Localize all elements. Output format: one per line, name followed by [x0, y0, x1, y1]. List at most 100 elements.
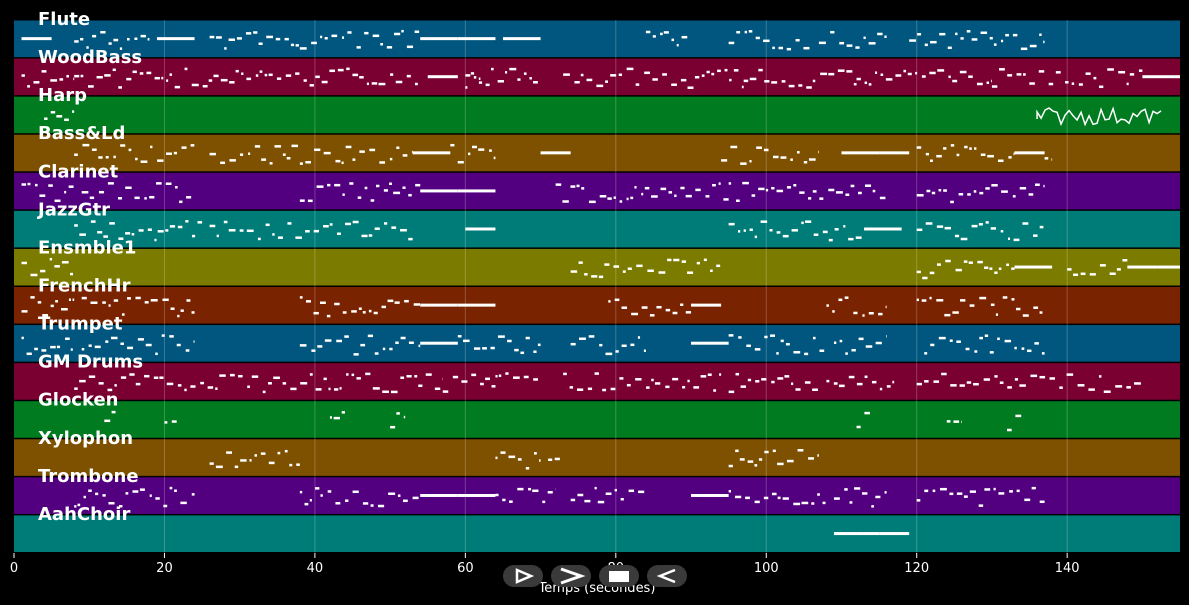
- note-block: [619, 200, 623, 203]
- note-block: [776, 231, 781, 234]
- note-block: [728, 464, 733, 468]
- note-block: [710, 269, 713, 273]
- play-button[interactable]: [503, 565, 543, 587]
- note-block: [1028, 193, 1034, 196]
- note-block: [514, 348, 519, 352]
- note-block: [49, 257, 53, 261]
- note-block: [594, 486, 597, 490]
- note-block: [1039, 311, 1043, 314]
- note-block: [41, 349, 47, 352]
- note-block: [339, 387, 342, 390]
- note-block: [299, 490, 303, 494]
- note-block: [643, 349, 646, 352]
- note-block: [838, 384, 845, 388]
- track-label: Flute: [38, 9, 90, 30]
- note-block: [621, 306, 628, 309]
- note-block: [554, 457, 560, 461]
- note-block: [925, 222, 933, 225]
- note-block: [505, 372, 509, 375]
- note-block: [956, 153, 960, 157]
- note-block: [331, 34, 338, 38]
- note-block: [262, 390, 266, 394]
- note-block: [936, 225, 944, 228]
- note-block: [333, 416, 340, 420]
- note-block: [941, 372, 947, 376]
- note-block: [309, 373, 313, 376]
- note-block: [414, 375, 418, 378]
- note-block: [668, 191, 673, 194]
- note-block: [400, 336, 406, 340]
- note-block: [371, 82, 378, 85]
- note-block: [145, 343, 152, 347]
- note-block: [960, 299, 966, 302]
- note-block: [66, 75, 69, 78]
- note-block: [132, 490, 139, 493]
- note-block: [924, 43, 928, 47]
- note-block: [795, 388, 801, 391]
- note-block: [991, 79, 992, 83]
- note-block: [884, 491, 887, 494]
- note-block: [127, 346, 134, 350]
- note-block: [113, 299, 119, 302]
- note-block: [258, 42, 263, 45]
- note-block: [760, 220, 768, 223]
- note-block: [985, 187, 990, 190]
- note-block: [1085, 72, 1091, 75]
- note-block: [1107, 68, 1114, 71]
- note-block: [599, 195, 607, 198]
- note-block: [1002, 296, 1008, 299]
- note-block: [574, 81, 580, 84]
- note-block: [1007, 74, 1013, 77]
- note-block: [169, 335, 174, 338]
- note-block: [808, 158, 816, 161]
- note-block: [989, 267, 993, 270]
- track-lane: [14, 210, 1180, 248]
- note-block: [402, 154, 408, 157]
- note-block: [525, 336, 530, 340]
- note-block: [190, 144, 195, 147]
- note-block: [780, 156, 787, 159]
- note-block: [276, 77, 282, 80]
- note-block: [1044, 157, 1049, 160]
- note-block: [520, 351, 525, 355]
- note-block: [749, 160, 752, 163]
- note-block: [646, 386, 650, 389]
- stop-button[interactable]: [599, 565, 639, 587]
- note-block: [837, 69, 845, 72]
- note-block: [163, 504, 168, 508]
- forward-button[interactable]: [551, 565, 591, 587]
- note-block: [238, 374, 243, 378]
- note-block: [180, 501, 187, 505]
- note-block: [180, 309, 184, 312]
- note-block: [368, 309, 372, 313]
- note-block: [408, 193, 412, 197]
- note-block: [457, 303, 496, 307]
- back-button[interactable]: [647, 565, 687, 587]
- note-block: [74, 505, 77, 508]
- note-block: [176, 343, 181, 347]
- note-block: [728, 222, 735, 226]
- note-block: [391, 226, 397, 229]
- note-block: [394, 301, 400, 304]
- note-block: [570, 185, 576, 188]
- note-block: [776, 189, 784, 193]
- note-block: [968, 261, 973, 264]
- note-block: [798, 84, 803, 87]
- note-block: [352, 73, 359, 77]
- note-block: [346, 67, 350, 71]
- note-block: [383, 189, 389, 192]
- note-block: [502, 37, 541, 41]
- note-block: [373, 311, 378, 315]
- note-block: [1126, 386, 1131, 389]
- note-block: [1116, 268, 1121, 271]
- note-block: [853, 82, 857, 86]
- note-block: [1078, 83, 1083, 86]
- note-block: [134, 196, 140, 200]
- note-block: [738, 230, 741, 233]
- note-block: [665, 385, 670, 389]
- note-block: [818, 41, 826, 45]
- note-block: [1080, 272, 1086, 276]
- note-block: [209, 224, 216, 228]
- note-block: [1071, 82, 1075, 85]
- note-block: [87, 85, 94, 88]
